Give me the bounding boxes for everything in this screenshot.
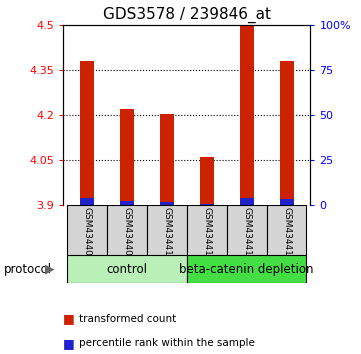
Text: GSM434409: GSM434409 xyxy=(122,207,131,262)
Bar xyxy=(279,199,293,205)
Text: GSM434408: GSM434408 xyxy=(83,207,92,262)
Bar xyxy=(67,205,107,255)
Text: protocol: protocol xyxy=(4,263,52,275)
Bar xyxy=(200,204,214,205)
Bar xyxy=(187,255,306,283)
Bar xyxy=(107,205,147,255)
Bar xyxy=(279,61,293,205)
Bar xyxy=(160,114,174,205)
Bar xyxy=(187,205,227,255)
Text: GSM434410: GSM434410 xyxy=(162,207,171,262)
Text: GSM434413: GSM434413 xyxy=(282,207,291,262)
Bar xyxy=(80,61,94,205)
Text: GSM434412: GSM434412 xyxy=(242,207,251,262)
Bar xyxy=(266,205,306,255)
Bar xyxy=(240,26,254,205)
Bar xyxy=(67,255,187,283)
Bar xyxy=(240,198,254,205)
Bar xyxy=(80,198,94,205)
Text: beta-catenin depletion: beta-catenin depletion xyxy=(179,263,314,275)
Text: percentile rank within the sample: percentile rank within the sample xyxy=(79,338,255,348)
Bar xyxy=(120,109,134,205)
Text: ■: ■ xyxy=(63,312,79,325)
Text: control: control xyxy=(106,263,148,275)
Bar xyxy=(147,205,187,255)
Text: transformed count: transformed count xyxy=(79,314,177,324)
Title: GDS3578 / 239846_at: GDS3578 / 239846_at xyxy=(103,7,271,23)
Bar xyxy=(160,202,174,205)
Bar xyxy=(227,205,266,255)
Bar xyxy=(200,157,214,205)
Text: ▶: ▶ xyxy=(45,263,55,275)
Text: GSM434411: GSM434411 xyxy=(202,207,211,262)
Bar xyxy=(120,201,134,205)
Text: ■: ■ xyxy=(63,337,79,350)
